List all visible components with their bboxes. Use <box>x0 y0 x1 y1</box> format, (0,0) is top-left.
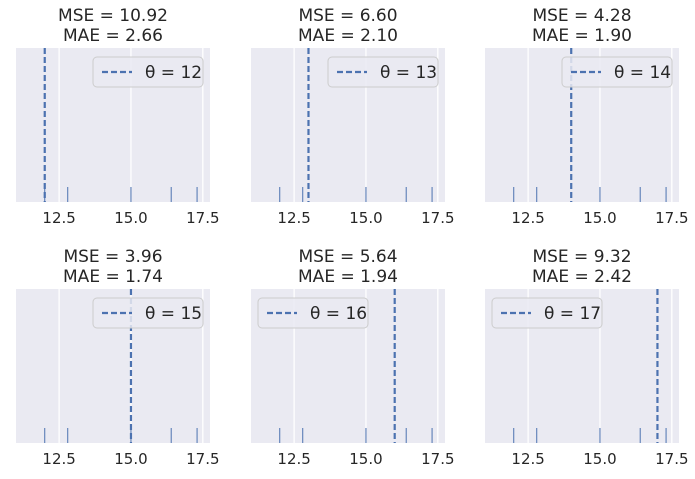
subplot-title-line: MSE = 6.60 <box>298 6 397 26</box>
x-tick-label: 17.5 <box>655 450 688 468</box>
x-tick-label: 12.5 <box>277 450 310 468</box>
legend-label: θ = 12 <box>145 63 202 83</box>
x-tick-label: 12.5 <box>511 209 544 227</box>
subplot-title-line: MSE = 4.28 <box>532 6 631 26</box>
legend: θ = 14 <box>561 56 673 88</box>
legend: θ = 13 <box>327 56 439 88</box>
subplot-title-line: MSE = 5.64 <box>298 247 397 267</box>
x-tick-label: 17.5 <box>421 209 454 227</box>
legend-box <box>92 297 204 329</box>
legend: θ = 12 <box>92 56 204 88</box>
legend-box <box>92 56 204 88</box>
subplot-title-line: MSE = 9.32 <box>532 247 631 267</box>
x-tick-label: 15.0 <box>114 209 147 227</box>
x-tick-label: 12.5 <box>42 209 75 227</box>
x-tick-label: 15.0 <box>583 450 616 468</box>
subplot-title-line: MAE = 1.94 <box>298 267 398 287</box>
legend: θ = 15 <box>92 297 204 329</box>
x-tick-label: 15.0 <box>349 209 382 227</box>
x-tick-label: 17.5 <box>186 450 219 468</box>
legend: θ = 16 <box>257 297 369 329</box>
legend: θ = 17 <box>491 297 603 329</box>
x-tick-label: 17.5 <box>655 209 688 227</box>
x-tick-label: 12.5 <box>277 209 310 227</box>
x-tick-label: 15.0 <box>583 209 616 227</box>
x-tick-label: 17.5 <box>421 450 454 468</box>
legend-box <box>491 297 603 329</box>
legend-box <box>257 297 369 329</box>
x-tick-label: 12.5 <box>42 450 75 468</box>
subplot-title-line: MSE = 10.92 <box>58 6 168 26</box>
subplot-title-line: MSE = 3.96 <box>63 247 162 267</box>
subplot-title-line: MAE = 2.10 <box>298 26 398 46</box>
x-tick-label: 15.0 <box>349 450 382 468</box>
legend-label: θ = 13 <box>380 63 437 83</box>
legend-box <box>327 56 439 88</box>
legend-label: θ = 14 <box>614 63 671 83</box>
legend-box <box>561 56 673 88</box>
legend-label: θ = 17 <box>544 304 601 324</box>
x-tick-label: 12.5 <box>511 450 544 468</box>
subplot-title-line: MAE = 1.74 <box>63 267 163 287</box>
x-tick-label: 17.5 <box>186 209 219 227</box>
x-tick-label: 15.0 <box>114 450 147 468</box>
subplot-title-line: MAE = 1.90 <box>532 26 632 46</box>
legend-label: θ = 16 <box>310 304 367 324</box>
subplot-title-line: MAE = 2.42 <box>532 267 632 287</box>
legend-label: θ = 15 <box>145 304 202 324</box>
subplot-title-line: MAE = 2.66 <box>63 26 163 46</box>
